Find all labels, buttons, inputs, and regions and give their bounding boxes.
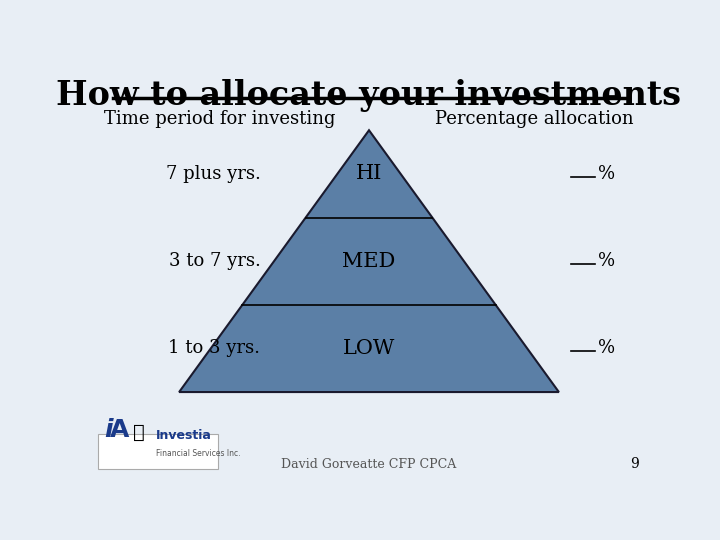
Text: 1 to 3 yrs.: 1 to 3 yrs. — [168, 340, 261, 357]
Text: 3 to 7 yrs.: 3 to 7 yrs. — [168, 252, 261, 270]
FancyBboxPatch shape — [98, 434, 218, 469]
Text: %: % — [598, 165, 615, 183]
Text: A: A — [110, 418, 130, 442]
Text: 9: 9 — [630, 457, 639, 471]
Polygon shape — [179, 130, 559, 392]
Text: Percentage allocation: Percentage allocation — [436, 110, 634, 127]
Text: %: % — [598, 340, 615, 357]
Text: MED: MED — [342, 252, 396, 271]
Text: i: i — [104, 418, 112, 442]
Text: Financial Services Inc.: Financial Services Inc. — [156, 449, 240, 457]
Text: 7 plus yrs.: 7 plus yrs. — [166, 165, 261, 183]
Text: %: % — [598, 252, 615, 270]
Text: Time period for investing: Time period for investing — [104, 110, 336, 127]
Text: 🐘: 🐘 — [132, 423, 145, 442]
Text: LOW: LOW — [343, 339, 395, 358]
Text: How to allocate your investments: How to allocate your investments — [56, 79, 682, 112]
Text: HI: HI — [356, 164, 382, 184]
Text: Investia: Investia — [156, 429, 212, 442]
Text: David Gorveatte CFP CPCA: David Gorveatte CFP CPCA — [282, 458, 456, 471]
